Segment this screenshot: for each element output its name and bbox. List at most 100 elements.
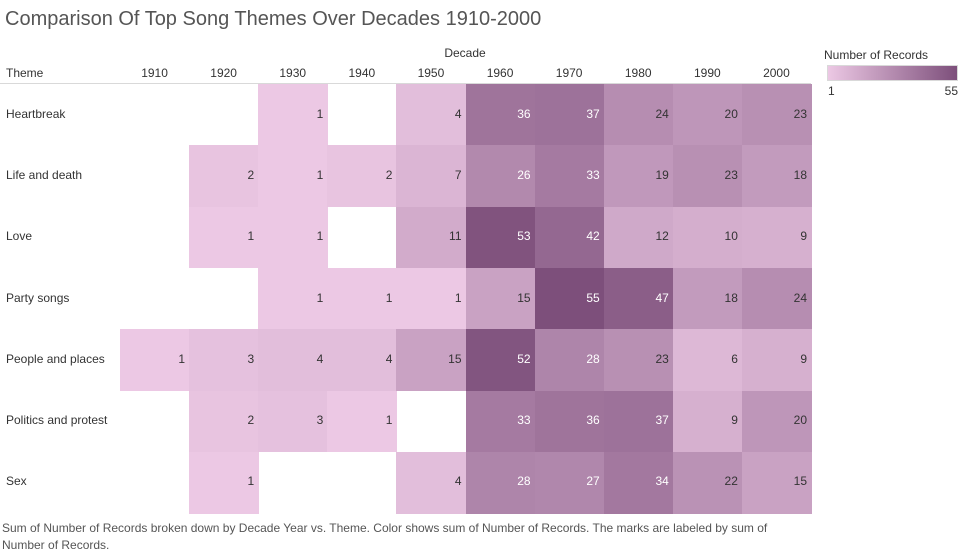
- heatmap-cell[interactable]: [672, 206, 743, 269]
- cell-value-label: 33: [586, 167, 600, 182]
- row-label-party-songs: Party songs: [6, 290, 70, 305]
- chart-title: Comparison Of Top Song Themes Over Decad…: [5, 8, 542, 30]
- heatmap-cell[interactable]: [741, 390, 812, 453]
- cell-value-label: 36: [517, 106, 531, 121]
- heatmap-cell[interactable]: [258, 145, 328, 208]
- cell-value-label: 55: [586, 290, 600, 305]
- heatmap-cell[interactable]: [603, 390, 674, 453]
- heatmap-cell[interactable]: [327, 267, 397, 330]
- cell-value-label: 1: [247, 474, 255, 489]
- heatmap-cell[interactable]: [672, 329, 743, 392]
- cell-value-label: 15: [448, 351, 462, 366]
- heatmap-cell[interactable]: [672, 145, 743, 208]
- cell-value-label: 23: [655, 351, 669, 366]
- heatmap-cell[interactable]: [189, 206, 259, 269]
- heatmap-cell[interactable]: [741, 329, 812, 392]
- heatmap-cell[interactable]: [741, 451, 812, 514]
- heatmap-cell[interactable]: [189, 329, 259, 392]
- legend-title: Number of Records: [824, 48, 929, 62]
- heatmap-cell[interactable]: [741, 84, 812, 146]
- heatmap-cell[interactable]: [741, 206, 812, 269]
- cell-value-label: 24: [793, 290, 807, 305]
- heatmap-cell[interactable]: [534, 267, 605, 330]
- heatmap-cell[interactable]: [672, 390, 743, 453]
- cell-value-label: 1: [247, 229, 255, 244]
- cell-value-label: 28: [517, 474, 531, 489]
- heatmap-cell[interactable]: [534, 84, 605, 146]
- cell-value-label: 1: [385, 413, 393, 428]
- cell-value-label: 20: [724, 106, 738, 121]
- heatmap-cell[interactable]: [327, 145, 397, 208]
- heatmap-cell[interactable]: [603, 329, 674, 392]
- cell-value-label: 37: [655, 413, 669, 428]
- heatmap-cell[interactable]: [534, 145, 605, 208]
- heatmap-cell[interactable]: [258, 206, 328, 269]
- heatmap-cell[interactable]: [603, 451, 674, 514]
- heatmap-cell[interactable]: [258, 267, 328, 330]
- cell-value-label: 52: [517, 351, 531, 366]
- cell-value-label: 4: [316, 351, 324, 366]
- heatmap-cell[interactable]: [189, 145, 259, 208]
- legend-max-label: 55: [944, 84, 958, 98]
- heatmap-cell[interactable]: [465, 390, 536, 453]
- cell-value-label: 2: [385, 167, 393, 182]
- cell-value-label: 33: [517, 413, 531, 428]
- cell-value-label: 23: [793, 106, 807, 121]
- heatmap-cell[interactable]: [465, 267, 536, 330]
- heatmap-cell[interactable]: [672, 451, 743, 514]
- heatmap-cell[interactable]: [534, 451, 605, 514]
- heatmap-cell[interactable]: [465, 451, 536, 514]
- cell-value-label: 26: [517, 167, 531, 182]
- heatmap-cell[interactable]: [465, 329, 536, 392]
- heatmap-cell[interactable]: [120, 329, 190, 392]
- row-label-love: Love: [6, 229, 33, 244]
- heatmap-cell[interactable]: [396, 451, 467, 514]
- heatmap-cell[interactable]: [258, 329, 328, 392]
- heatmap-cell[interactable]: [534, 390, 605, 453]
- cell-value-label: 24: [655, 106, 669, 121]
- cell-value-label: 37: [586, 106, 600, 121]
- cell-value-label: 12: [655, 229, 669, 244]
- cell-value-label: 2: [247, 167, 255, 182]
- cell-value-label: 1: [316, 106, 324, 121]
- row-header-theme: Theme: [6, 66, 44, 80]
- heatmap-cell[interactable]: [327, 390, 397, 453]
- heatmap-cell[interactable]: [465, 145, 536, 208]
- heatmap-cell[interactable]: [465, 84, 536, 146]
- cell-value-label: 11: [449, 229, 462, 244]
- heatmap-cell[interactable]: [396, 84, 467, 146]
- heatmap-cell[interactable]: [672, 84, 743, 146]
- heatmap-cell[interactable]: [258, 390, 328, 453]
- heatmap-cell[interactable]: [603, 145, 674, 208]
- heatmap-cell[interactable]: [258, 84, 328, 146]
- heatmap-cell[interactable]: [396, 145, 467, 208]
- cell-value-label: 18: [724, 290, 738, 305]
- cell-value-label: 15: [517, 290, 531, 305]
- cell-value-label: 28: [586, 351, 600, 366]
- heatmap-cell[interactable]: [672, 267, 743, 330]
- heatmap-cell[interactable]: [741, 145, 812, 208]
- heatmap-cell[interactable]: [396, 329, 467, 392]
- heatmap-cell[interactable]: [603, 206, 674, 269]
- heatmap-cell[interactable]: [534, 329, 605, 392]
- heatmap-cell[interactable]: [534, 206, 605, 269]
- heatmap-cell[interactable]: [189, 390, 259, 453]
- heatmap-cell[interactable]: [741, 267, 812, 330]
- cell-value-label: 1: [316, 290, 324, 305]
- cell-value-label: 1: [454, 290, 462, 305]
- heatmap-cell[interactable]: [603, 267, 674, 330]
- cell-value-label: 1: [178, 351, 186, 366]
- heatmap-cell[interactable]: [396, 267, 467, 330]
- heatmap-cell[interactable]: [396, 206, 467, 269]
- heatmap-cell[interactable]: [465, 206, 536, 269]
- heatmap-cell[interactable]: [189, 451, 259, 514]
- cell-value-label: 47: [655, 290, 669, 305]
- heatmap-cell[interactable]: [327, 329, 397, 392]
- chart-caption: Sum of Number of Records broken down by …: [2, 521, 768, 552]
- legend-color-bar[interactable]: [827, 65, 958, 81]
- cell-value-label: 15: [793, 474, 807, 489]
- row-label-life-and-death: Life and death: [6, 167, 83, 182]
- heatmap-cell[interactable]: [603, 84, 674, 146]
- column-header-1950: 1950: [417, 66, 445, 80]
- cell-value-label: 53: [517, 229, 531, 244]
